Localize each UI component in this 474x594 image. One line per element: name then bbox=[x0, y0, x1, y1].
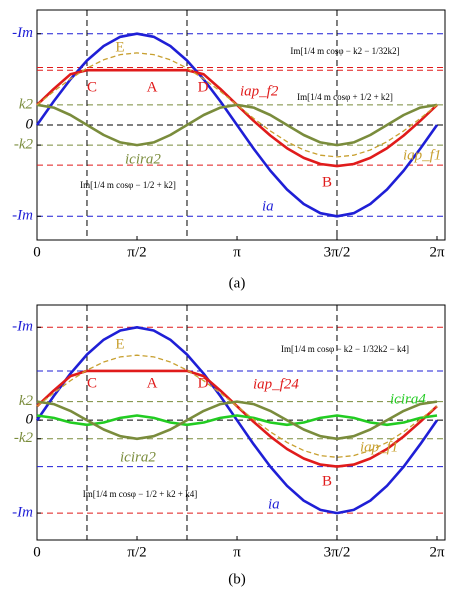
series-label: icira4 bbox=[390, 391, 426, 407]
series-line bbox=[36, 354, 438, 458]
annotation: Im[1/4 m cosφ − k2 − 1/32k2 − k4] bbox=[281, 344, 409, 354]
annotation: Im[1/4 m cosφ + 1/2 + k2] bbox=[297, 92, 393, 102]
x-tick-label: π/2 bbox=[127, 244, 146, 260]
annotation: C bbox=[87, 79, 97, 95]
annotation: B bbox=[322, 473, 332, 489]
annotation: Im[1/4 m cosφ − 1/2 + k2] bbox=[80, 180, 176, 190]
y-tick-label: 0 bbox=[26, 116, 34, 132]
y-tick-label: -k2 bbox=[14, 430, 34, 446]
y-tick-label: -Im bbox=[12, 319, 33, 335]
panel-caption: (b) bbox=[228, 571, 246, 587]
annotation: Im[1/4 m cosφ − k2 − 1/32k2] bbox=[290, 46, 399, 56]
series-label: iap_f24 bbox=[253, 376, 299, 392]
annotation: A bbox=[147, 375, 158, 391]
plot-frame bbox=[36, 304, 446, 541]
y-tick-label: -k2 bbox=[14, 137, 34, 153]
y-tick-label: -Im bbox=[12, 505, 33, 521]
annotation: C bbox=[87, 375, 97, 391]
y-tick-label: 0 bbox=[26, 412, 34, 428]
x-tick-label: 3π/2 bbox=[324, 244, 351, 260]
series-line bbox=[35, 32, 439, 218]
x-tick-label: 0 bbox=[33, 244, 41, 260]
series-label: ia bbox=[268, 496, 280, 512]
annotation: Im[1/4 m cosφ − 1/2 + k2 + k4] bbox=[83, 489, 197, 499]
series-line bbox=[36, 400, 438, 441]
annotation: D bbox=[198, 375, 209, 391]
series-line bbox=[36, 103, 438, 147]
series-label: ia bbox=[262, 198, 274, 214]
annotation: A bbox=[147, 79, 158, 95]
series-label: iap_f1 bbox=[360, 439, 398, 455]
x-tick-label: π/2 bbox=[127, 544, 146, 560]
x-tick-label: π bbox=[233, 244, 241, 260]
series-line bbox=[36, 414, 438, 427]
series-line bbox=[36, 52, 438, 158]
x-tick-label: 0 bbox=[33, 544, 41, 560]
y-tick-label: k2 bbox=[19, 393, 34, 409]
y-tick-label: -Im bbox=[12, 25, 33, 41]
series-label: iap_f2 bbox=[240, 83, 279, 99]
x-tick-label: 3π/2 bbox=[324, 544, 351, 560]
x-tick-label: 2π bbox=[429, 244, 445, 260]
series-label: icira2 bbox=[125, 151, 161, 167]
x-tick-label: 2π bbox=[429, 544, 445, 560]
series-line bbox=[35, 325, 439, 515]
series-label: icira2 bbox=[120, 449, 156, 465]
x-tick-label: π bbox=[233, 544, 241, 560]
annotation: E bbox=[115, 336, 124, 352]
annotation: B bbox=[322, 174, 332, 190]
panel-caption: (a) bbox=[229, 275, 246, 291]
annotation: D bbox=[198, 79, 209, 95]
series-label: iap_f1 bbox=[403, 147, 441, 163]
y-tick-label: -Im bbox=[12, 208, 33, 224]
annotation: E bbox=[115, 39, 124, 55]
y-tick-label: k2 bbox=[19, 96, 34, 112]
